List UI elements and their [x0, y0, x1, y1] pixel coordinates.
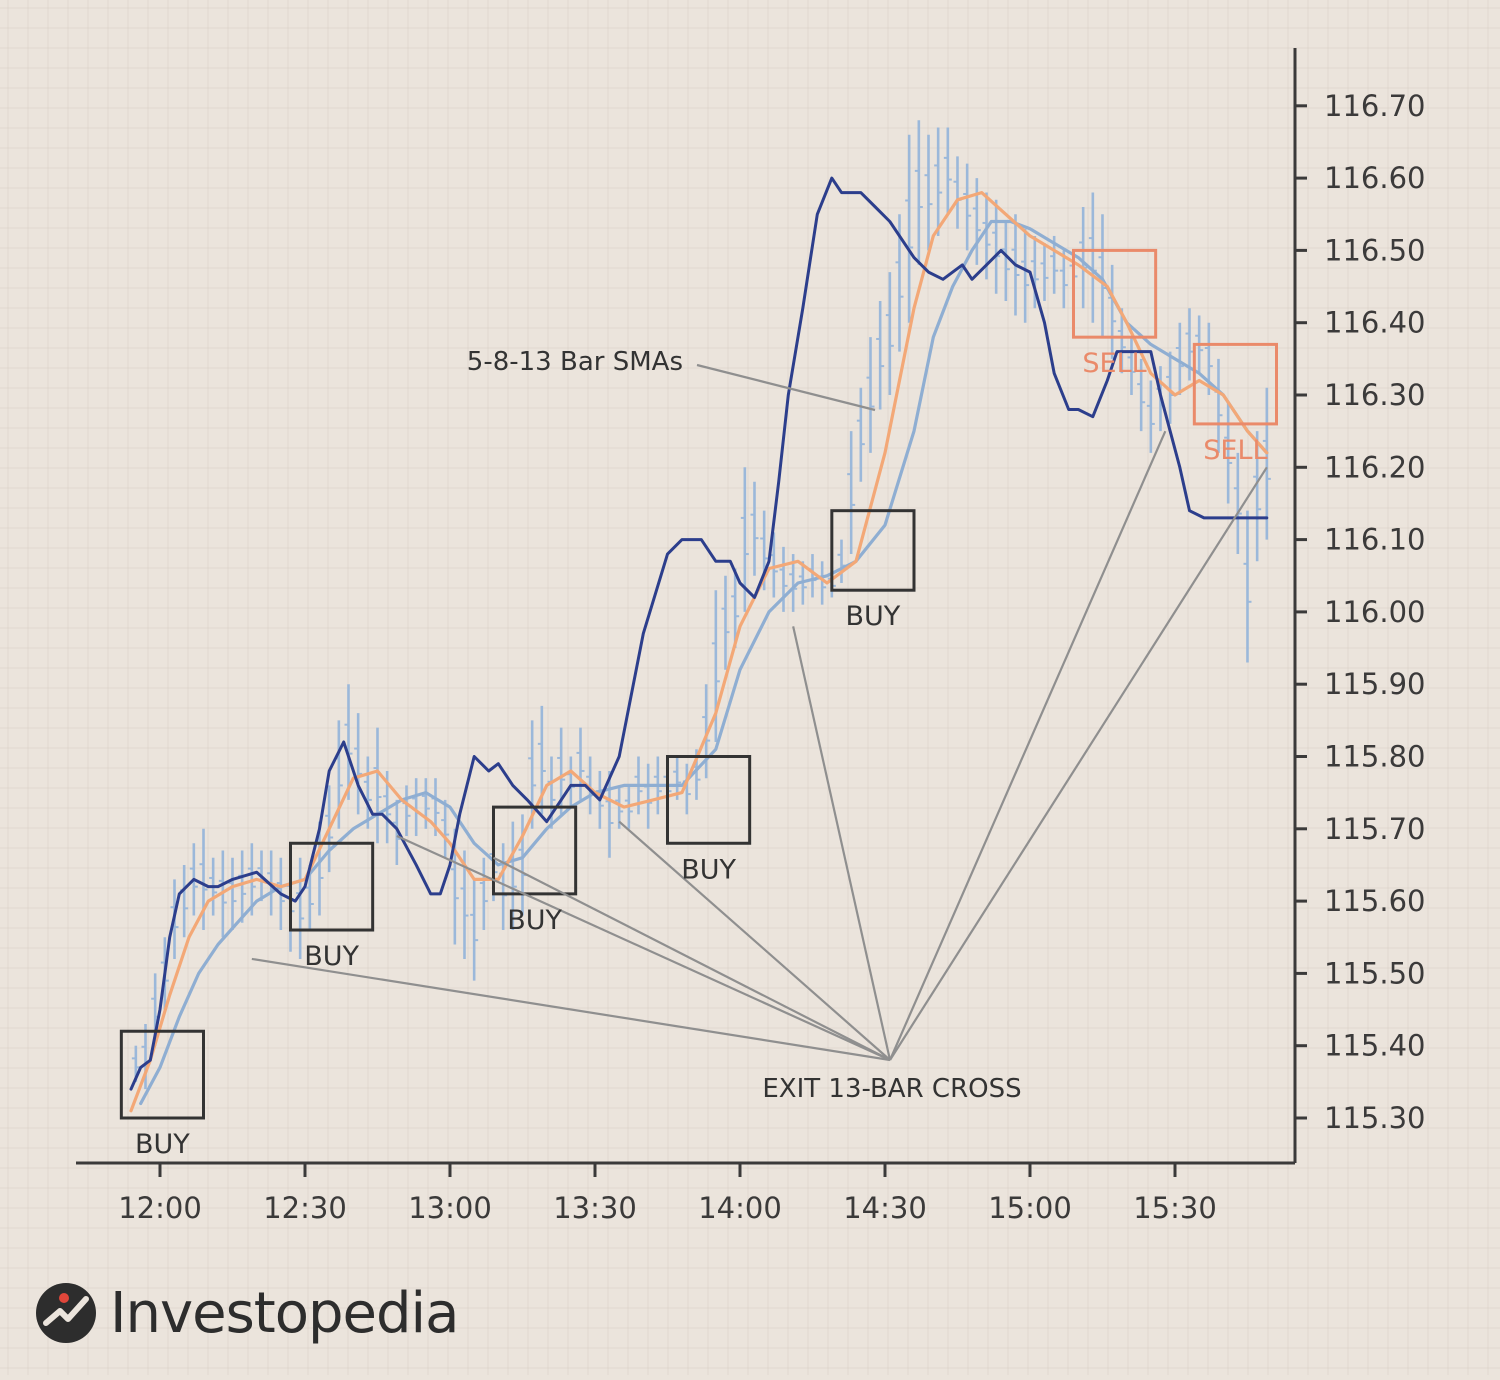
sell-label: SELL — [1203, 435, 1267, 466]
price-bars — [131, 120, 1271, 1090]
x-tick-label: 13:00 — [408, 1191, 492, 1225]
investopedia-logo-icon — [36, 1283, 96, 1343]
x-tick-label: 14:00 — [698, 1191, 782, 1225]
y-tick-label: 116.20 — [1324, 450, 1425, 484]
buy-signal-box — [665, 755, 752, 845]
y-tick-label: 115.40 — [1324, 1029, 1425, 1063]
sma-line-8 — [129, 191, 1269, 1113]
y-tick-label: 115.80 — [1324, 740, 1425, 774]
exit-pointer-line — [889, 466, 1268, 1061]
sell-signal-box — [1192, 342, 1278, 426]
y-tick-label: 116.60 — [1324, 161, 1425, 195]
y-tick-label: 115.60 — [1324, 884, 1425, 918]
y-tick-label: 115.50 — [1324, 956, 1425, 990]
leader-lines — [251, 363, 1268, 1062]
labels: BUY BUY BUY BUY BUY SELL SELL 5-8-13 Bar SMAs EX… — [135, 347, 1268, 1160]
axes: 116.70 116.60 116.50 116.40 116.30 116.20 116.… — [76, 48, 1425, 1225]
y-tick-label: 116.30 — [1324, 378, 1425, 412]
exit-pointer-line — [888, 430, 1167, 1061]
signal-boxes — [119, 248, 1278, 1120]
y-tick-label: 116.40 — [1324, 306, 1425, 340]
y-tick-label: 116.70 — [1324, 89, 1425, 123]
buy-label: BUY — [304, 941, 359, 972]
buy-label: BUY — [681, 854, 736, 885]
sma-annotation: 5-8-13 Bar SMAs — [467, 347, 683, 377]
y-tick-label: 116.00 — [1324, 595, 1425, 629]
x-tick-label: 15:30 — [1133, 1191, 1217, 1225]
buy-signal-box — [119, 1029, 205, 1120]
sell-label: SELL — [1082, 348, 1146, 379]
buy-label: BUY — [846, 601, 901, 632]
exit-pointer-line — [396, 835, 891, 1062]
x-tick-label: 12:30 — [263, 1191, 347, 1225]
buy-signal-box — [491, 805, 578, 896]
exit-annotation: EXIT 13-BAR CROSS — [762, 1074, 1021, 1104]
y-tick-label: 116.10 — [1324, 523, 1425, 557]
buy-signal-box — [830, 509, 916, 592]
brand: Investopedia — [34, 1278, 459, 1348]
brand-name: Investopedia — [110, 1280, 459, 1346]
exit-pointer-line — [792, 626, 892, 1061]
x-tick-label: 15:00 — [988, 1191, 1072, 1225]
exit-pointer-line — [618, 820, 891, 1061]
y-tick-label: 115.70 — [1324, 812, 1425, 846]
buy-label: BUY — [135, 1129, 190, 1160]
y-tick-label: 115.90 — [1324, 667, 1425, 701]
y-tick-label: 116.50 — [1324, 233, 1425, 267]
buy-signal-box — [288, 841, 375, 932]
x-tick-label: 14:30 — [843, 1191, 927, 1225]
sma-pointer-line — [696, 363, 876, 412]
y-tick-label: 115.30 — [1324, 1101, 1425, 1135]
x-tick-label: 13:30 — [553, 1191, 637, 1225]
sma-lines — [129, 176, 1269, 1113]
sell-signal-box — [1071, 248, 1158, 339]
buy-label: BUY — [507, 905, 562, 936]
exit-pointer-line — [251, 957, 891, 1062]
x-tick-label: 12:00 — [118, 1191, 202, 1225]
exit-pointer-line — [492, 856, 891, 1061]
sma-line-5 — [129, 176, 1269, 1091]
